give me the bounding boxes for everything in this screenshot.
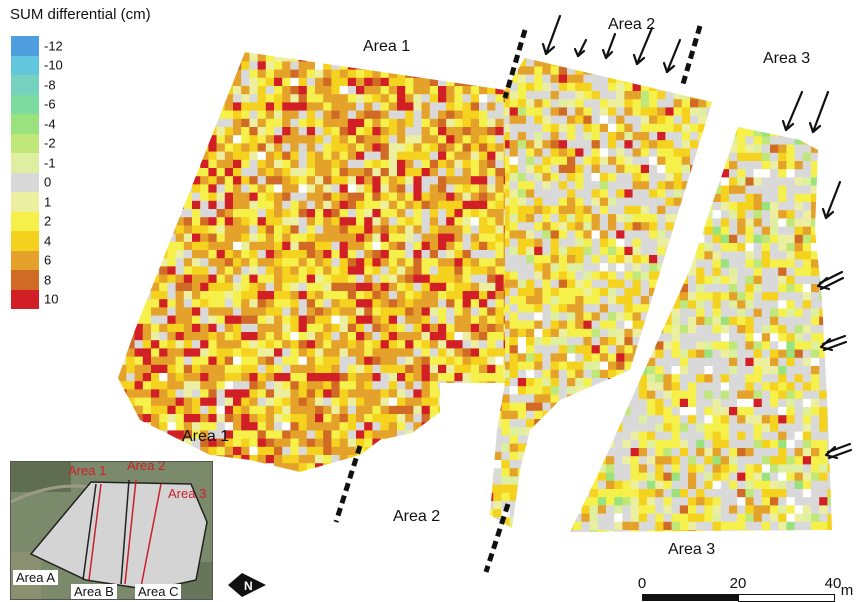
scale-unit-label: m (841, 582, 854, 599)
arrow-icon (823, 182, 840, 218)
scale-tick-label: 20 (730, 575, 747, 592)
inset-black-label: Area B (71, 584, 117, 599)
arrow-icon (783, 92, 802, 130)
inset-black-label: Area C (135, 584, 181, 599)
inset-red-label: Area 3 (168, 486, 206, 501)
double-arrow-icon (821, 336, 846, 350)
area-2-top-label: Area 2 (608, 16, 655, 34)
arrow-icon (664, 40, 680, 72)
inset-black-label: Area A (13, 570, 58, 585)
scale-tick-label: 0 (638, 575, 646, 592)
area-3-top-label: Area 3 (763, 50, 810, 68)
double-arrow-icon (818, 272, 843, 289)
scale-tick-label: 40 (825, 575, 842, 592)
inset-red-label: Area 2 (127, 461, 165, 473)
area-3-bottom-label: Area 3 (668, 541, 715, 559)
area-1-bottom-label: Area 1 (182, 428, 229, 446)
arrow-icon (575, 40, 586, 56)
double-arrow-icon (826, 444, 851, 458)
north-arrow-icon: N (228, 573, 266, 597)
area-1-top-label: Area 1 (363, 38, 410, 56)
division-line (683, 26, 700, 84)
arrow-icon (543, 16, 560, 54)
area-1-heatmap (110, 45, 512, 488)
arrow-icon (810, 92, 828, 132)
scale-segment-dark (642, 594, 738, 601)
arrow-icon (603, 34, 615, 58)
area-2-bottom-label: Area 2 (393, 508, 440, 526)
inset-satellite-map: Area 1 Area 2 Area 3 Area A Area B Area … (10, 461, 213, 600)
inset-red-label: Area 1 (68, 463, 106, 478)
north-label: N (244, 579, 253, 593)
scale-bar: 0 20 40 m (640, 575, 859, 601)
